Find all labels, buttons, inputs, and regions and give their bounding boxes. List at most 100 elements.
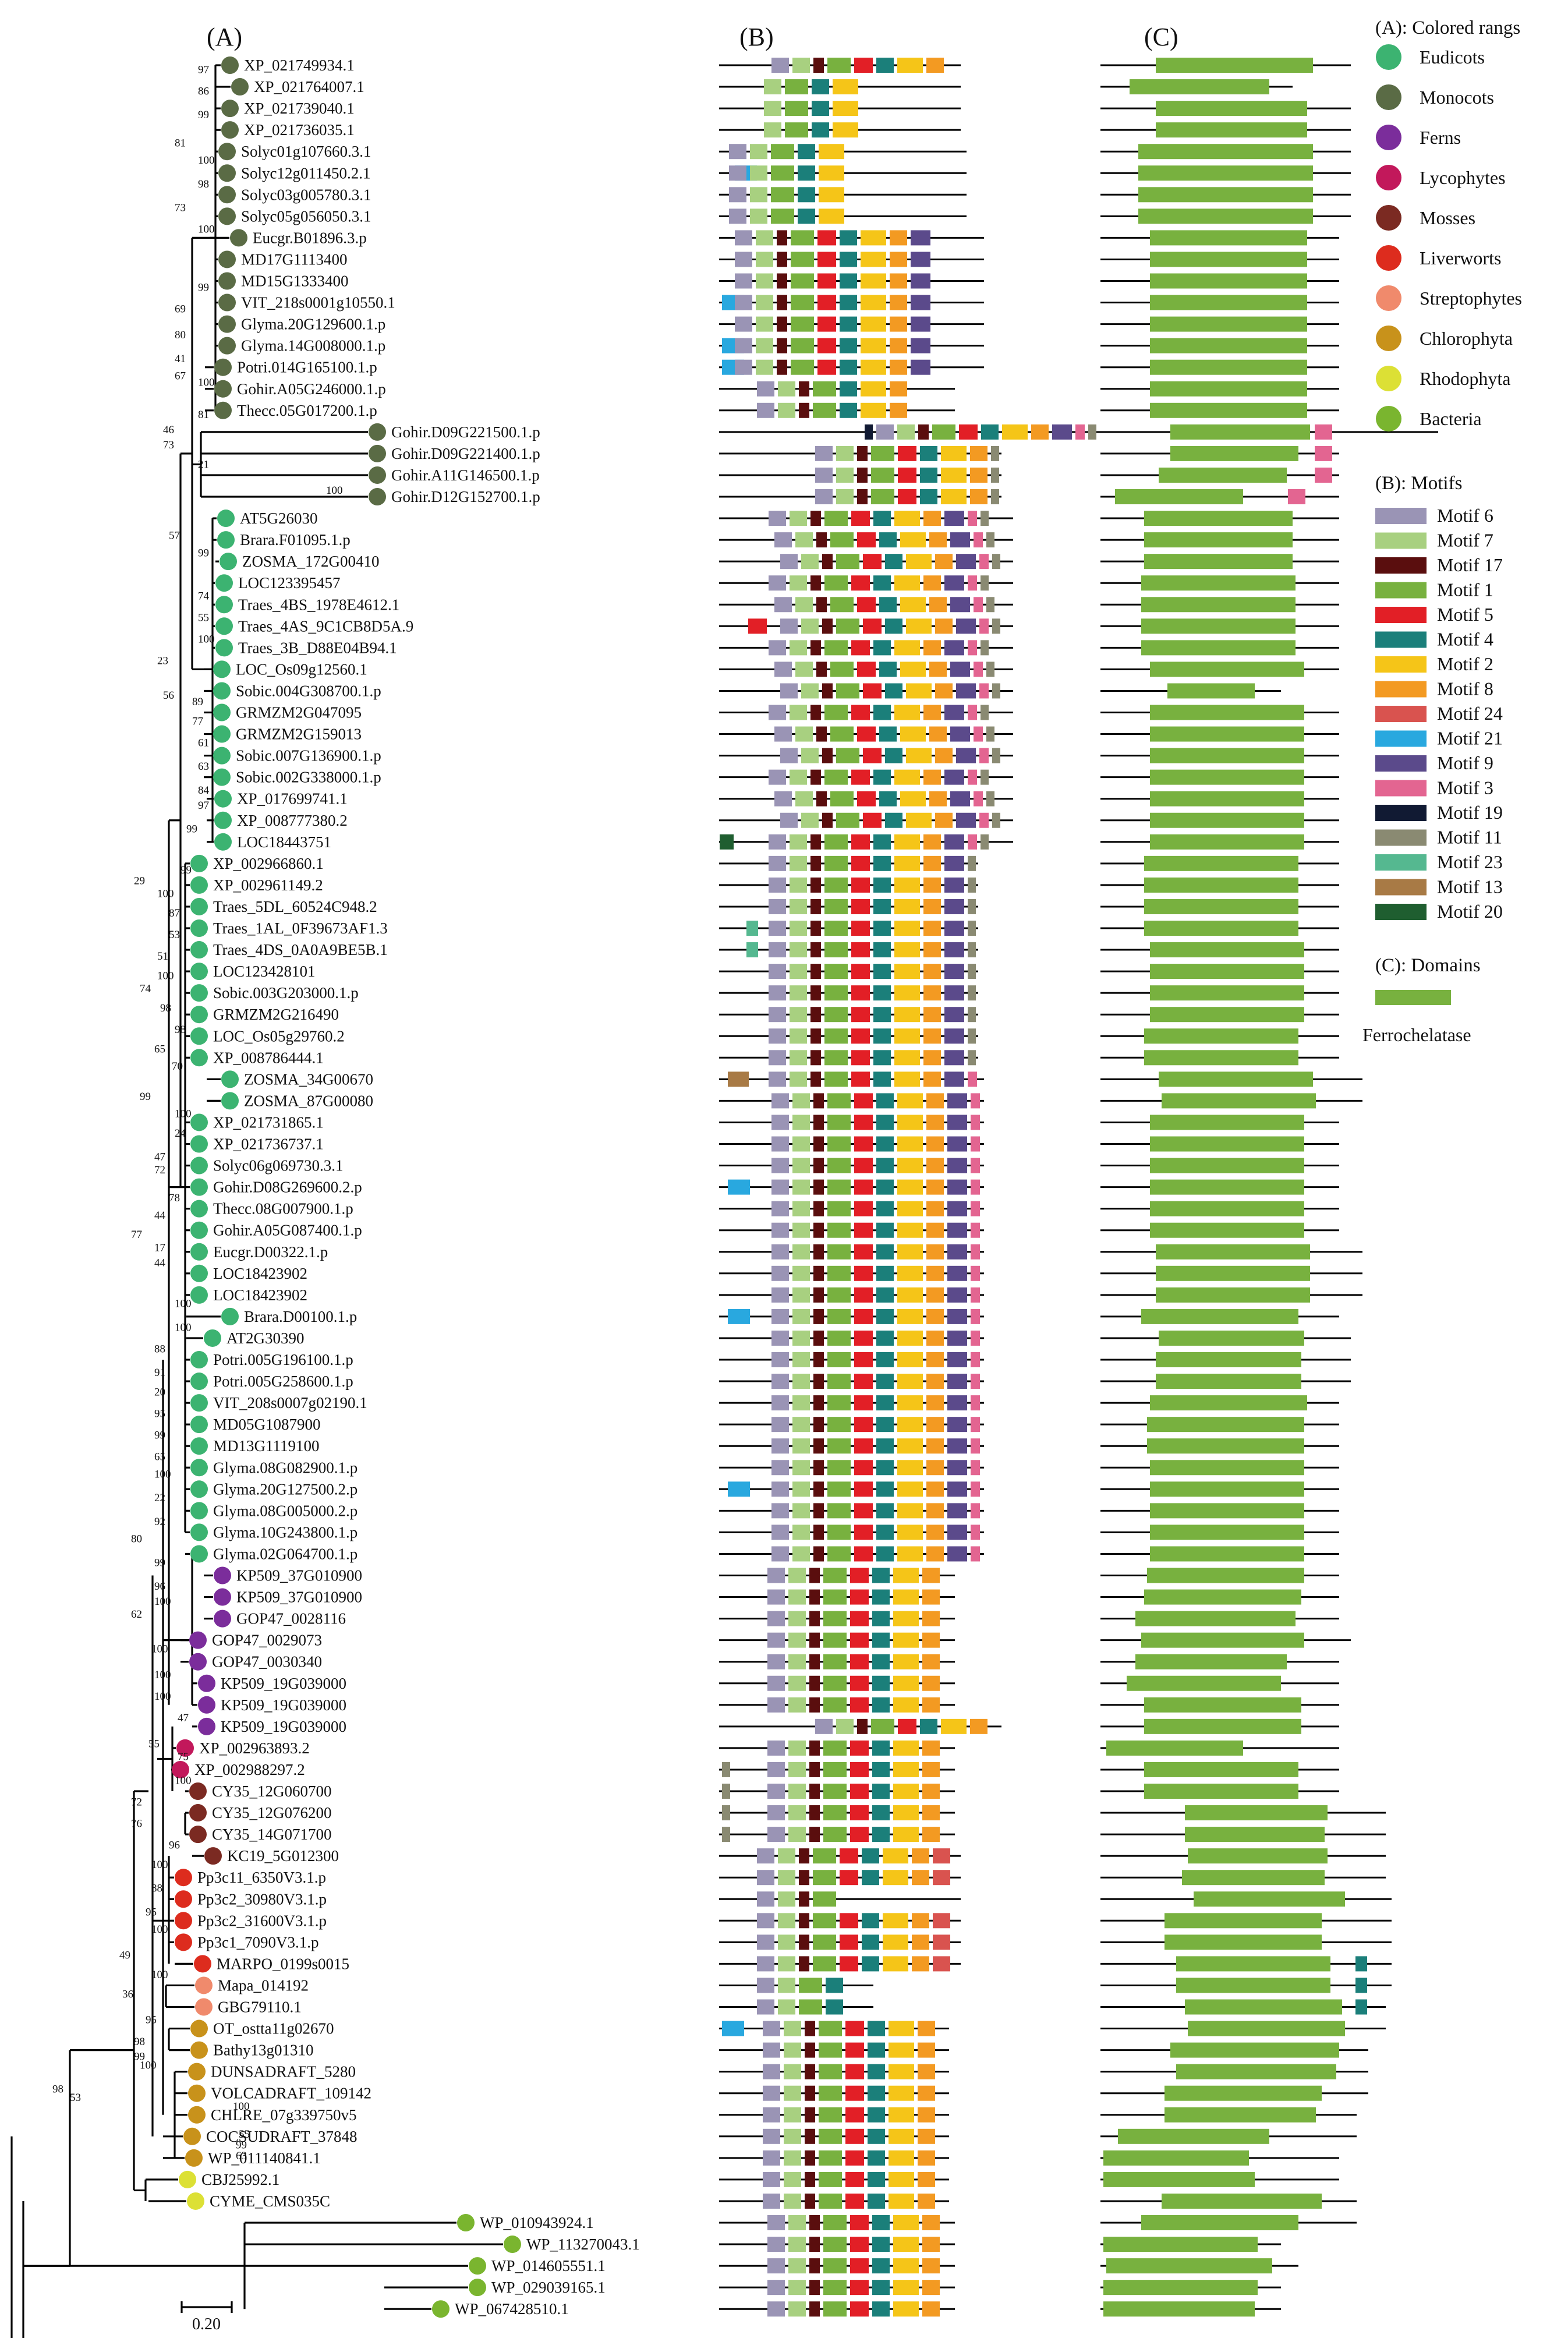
motif-motif-6 <box>735 316 752 332</box>
motif-motif-5 <box>850 1697 869 1713</box>
bootstrap-value: 63 <box>236 2150 247 2162</box>
leaf-label: Sobic.002G338000.1.p <box>236 769 381 786</box>
motif-motif-2 <box>861 230 886 246</box>
motif-motif-6 <box>769 1028 786 1044</box>
motif-motif-5 <box>817 316 836 332</box>
motif-motif-2 <box>883 1848 908 1864</box>
leaf-label: CBJ25992.1 <box>201 2171 279 2188</box>
motif-motif-17 <box>822 748 833 763</box>
tree-leaf: Glyma.02G064700.1.p <box>190 1545 358 1563</box>
leaf-label: Gohir.D12G152700.1.p <box>391 488 540 505</box>
bootstrap-value: 47 <box>154 1151 165 1163</box>
tree-leaf: ZOSMA_87G00080 <box>221 1092 373 1110</box>
motif-motif-3 <box>971 1201 980 1216</box>
motif-motif-5 <box>851 985 870 1001</box>
motif-motif-17 <box>809 1632 820 1648</box>
motif-motif-1 <box>819 2193 842 2209</box>
motif-motif-6 <box>771 1201 789 1216</box>
motif-row <box>719 2301 955 2317</box>
motif-motif-17 <box>813 1546 824 1562</box>
motif-motif-9 <box>947 1417 967 1432</box>
motif-motif-2 <box>883 1934 908 1950</box>
motif-motif-2 <box>897 1330 923 1346</box>
leaf-label: Solyc01g107660.3.1 <box>241 143 371 160</box>
motif-motif-17 <box>805 2085 815 2101</box>
motif-motif-17 <box>810 1050 821 1066</box>
ferrochelatase-domain <box>1138 144 1313 160</box>
motif-motif-7 <box>836 489 854 504</box>
motif-motif-4 <box>840 316 857 332</box>
motif-motif-11 <box>981 769 989 785</box>
motif-motif-7 <box>778 1934 795 1950</box>
motif-motif-5 <box>857 726 876 742</box>
motif-motif-2 <box>1002 424 1028 440</box>
bootstrap-value: 65 <box>154 1043 165 1055</box>
motif-row <box>719 1222 984 1238</box>
domain-row <box>1100 1158 1339 1173</box>
leaf-monocots-dot <box>218 207 236 225</box>
motif-motif-5 <box>854 1481 873 1497</box>
motif-motif-1 <box>824 575 848 591</box>
domain-row <box>1100 165 1351 181</box>
leaf-eudicots-dot <box>190 1135 208 1153</box>
tree-leaf: VIT_208s0007g02190.1 <box>190 1394 367 1412</box>
leaf-label: XP_002966860.1 <box>213 855 324 872</box>
motif-motif-7 <box>784 2085 801 2101</box>
bootstrap-value: 84 <box>198 784 210 797</box>
motif-motif-17 <box>813 1330 824 1346</box>
legend-motif-item: Motif 19 <box>1375 802 1503 823</box>
motif-motif-7 <box>790 985 807 1001</box>
tree-leaf: Glyma.10G243800.1.p <box>190 1523 358 1541</box>
bootstrap-value: 49 <box>119 1950 130 1962</box>
motif-motif-8 <box>926 1222 944 1238</box>
motif-motif-1 <box>827 1525 851 1540</box>
motif-motif-6 <box>763 2021 780 2036</box>
leaf-label: MD17G1113400 <box>241 250 348 268</box>
leaf-eudicots-dot <box>190 1437 208 1455</box>
motif-motif-2 <box>889 2193 914 2209</box>
ferrochelatase-domain <box>1150 791 1304 807</box>
leaf-label: Traes_1AL_0F39673AF1.3 <box>213 919 388 937</box>
leaf-ferns-dot <box>198 1674 215 1692</box>
motif-motif-7 <box>897 424 915 440</box>
motif-motif-9 <box>944 769 964 785</box>
leaf-bacteria-dot <box>504 2236 521 2254</box>
leaf-label: LOC18443751 <box>237 833 331 851</box>
motif-motif-7 <box>792 58 810 73</box>
motif-motif-1 <box>824 705 848 720</box>
motif-row <box>719 2128 949 2144</box>
ferrochelatase-domain <box>1103 2280 1258 2295</box>
motif-motif-4 <box>812 79 829 95</box>
motif-motif-17 <box>810 834 821 850</box>
motif-motif-1 <box>771 144 794 160</box>
leaf-eudicots-dot <box>190 1286 208 1304</box>
domain-row <box>1100 122 1351 138</box>
motif-motif-7 <box>790 705 807 720</box>
motif-motif-5 <box>854 1222 873 1238</box>
tree-leaf: XP_021736035.1 <box>221 121 355 139</box>
leaf-eudicots-dot <box>213 703 231 721</box>
motif-motif-21 <box>728 1308 750 1324</box>
motif-motif-17 <box>822 812 833 828</box>
motif-motif-7 <box>790 899 807 914</box>
legend-domain-name: Ferrochelatase <box>1362 1024 1471 1045</box>
domain-row <box>1100 748 1339 763</box>
motif-motif-6 <box>771 1158 789 1173</box>
leaf-eudicots-dot <box>221 1070 239 1088</box>
motif-motif-2 <box>819 144 844 160</box>
leaf-eudicots-dot <box>190 1545 208 1563</box>
motif-motif-11 <box>986 791 994 807</box>
leaf-eudicots-dot <box>215 617 233 635</box>
leaf-label: Pp3c2_30980V3.1.p <box>197 1890 327 1908</box>
motif-motif-2 <box>906 618 932 634</box>
leaf-label: CHLRE_07g339750v5 <box>211 2106 357 2124</box>
tree-leaf: XP_017699741.1 <box>214 790 348 808</box>
motif-motif-23 <box>746 942 758 958</box>
tree-leaf: ZOSMA_34G00670 <box>221 1070 373 1088</box>
motif-motif-7 <box>801 554 819 570</box>
motif-motif-4 <box>872 1675 890 1691</box>
motif-row <box>719 1374 984 1389</box>
bootstrap-value: 99 <box>154 1430 165 1442</box>
domain-row <box>1100 726 1339 742</box>
motif-motif-17 <box>799 1870 809 1886</box>
